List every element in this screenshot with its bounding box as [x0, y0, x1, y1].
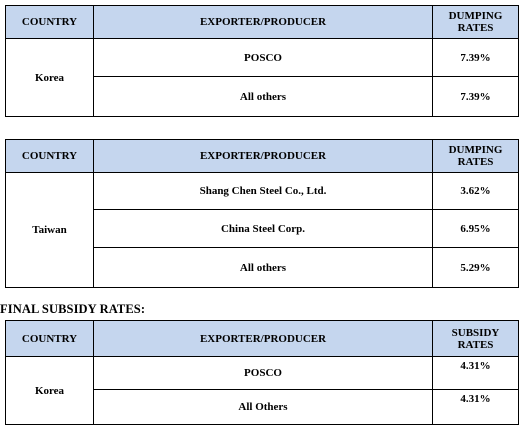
dumping-rates-table-taiwan: COUNTRY EXPORTER/PRODUCER DUMPING RATES … [5, 139, 519, 288]
exporter-cell: All others [93, 247, 433, 288]
country-cell: Korea [5, 38, 94, 117]
rate-header-line1: DUMPING [448, 10, 503, 22]
table-header-row: COUNTRY EXPORTER/PRODUCER DUMPING RATES [5, 5, 519, 39]
table-row: Korea POSCO 7.39% [5, 38, 519, 117]
rate-header: DUMPING RATES [432, 5, 519, 39]
rate-cell: 5.29% [432, 247, 519, 288]
rate-header-line2: RATES [457, 22, 494, 34]
rate-cell: 3.62% [432, 172, 519, 210]
exporter-header: EXPORTER/PRODUCER [93, 5, 433, 39]
rate-cell: 7.39% [432, 38, 519, 77]
exporter-cell: POSCO [93, 38, 433, 77]
final-subsidy-rates-heading: FINAL SUBSIDY RATES: [0, 302, 146, 316]
subsidy-rates-table-korea: COUNTRY EXPORTER/PRODUCER SUBSIDY RATES … [5, 320, 519, 425]
exporter-cell: All others [93, 76, 433, 117]
rate-cell: 6.95% [432, 209, 519, 248]
exporter-header: EXPORTER/PRODUCER [93, 320, 433, 357]
country-cell: Korea [5, 356, 94, 425]
exporter-cell: POSCO [93, 356, 433, 390]
table-header-row: COUNTRY EXPORTER/PRODUCER DUMPING RATES [5, 139, 519, 173]
exporter-cell: Shang Chen Steel Co., Ltd. [93, 172, 433, 210]
dumping-rates-table-korea: COUNTRY EXPORTER/PRODUCER DUMPING RATES … [5, 5, 519, 117]
rate-cell: 4.31% [432, 356, 519, 390]
rate-header: DUMPING RATES [432, 139, 519, 173]
table-row: Taiwan Shang Chen Steel Co., Ltd. 3.62% [5, 172, 519, 288]
table-row: All others 5.29% [6, 247, 519, 288]
country-header: COUNTRY [5, 139, 94, 173]
rate-header-line1: DUMPING [448, 144, 503, 156]
table-row: All others 7.39% [6, 76, 519, 117]
rate-header: SUBSIDY RATES [432, 320, 519, 357]
rate-cell: 7.39% [432, 76, 519, 117]
country-cell: Taiwan [5, 172, 94, 288]
table-row: All Others 4.31% [6, 389, 519, 425]
country-header: COUNTRY [5, 320, 94, 357]
country-header: COUNTRY [5, 5, 94, 39]
exporter-header: EXPORTER/PRODUCER [93, 139, 433, 173]
exporter-cell: China Steel Corp. [93, 209, 433, 248]
exporter-cell: All Others [93, 389, 433, 425]
rate-cell: 4.31% [432, 389, 519, 425]
rate-header-line2: RATES [457, 338, 494, 351]
table-row: Korea POSCO 4.31% [5, 356, 519, 425]
table-header-row: COUNTRY EXPORTER/PRODUCER SUBSIDY RATES [5, 320, 519, 357]
rate-header-line2: RATES [457, 156, 494, 168]
rate-header-line1: SUBSIDY [451, 326, 500, 339]
